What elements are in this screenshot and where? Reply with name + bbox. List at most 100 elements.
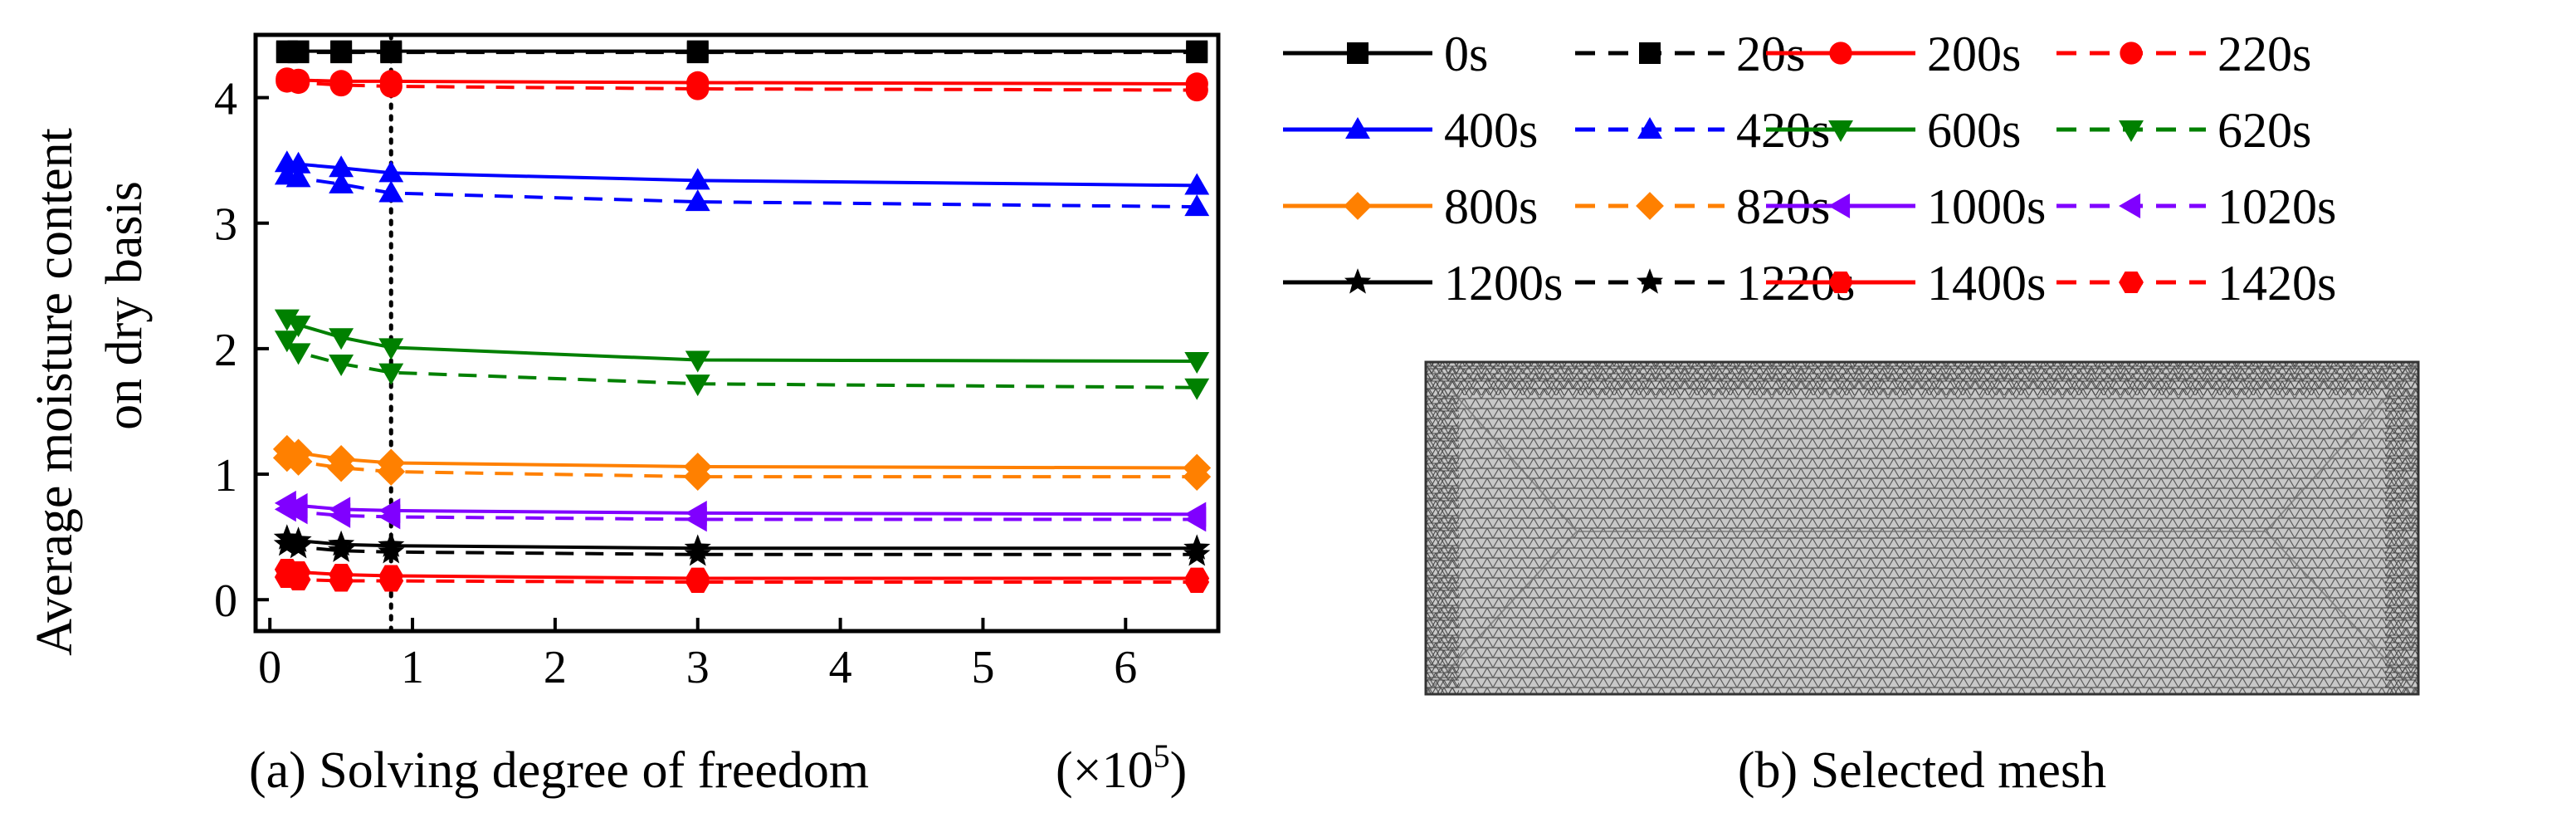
- plot-frame: [253, 32, 1221, 634]
- data-point: [685, 571, 710, 593]
- series-1000s: [274, 490, 1207, 527]
- legend-marker: [1345, 117, 1370, 140]
- legend-item-620s: 620s: [2056, 103, 2311, 158]
- series-line: [285, 316, 1198, 364]
- legend-marker: [2119, 120, 2144, 142]
- legend-label: 1200s: [1444, 256, 1563, 311]
- series-600s: [274, 309, 1210, 374]
- legend-item-220s: 220s: [2056, 27, 2311, 81]
- data-point: [378, 504, 401, 530]
- data-point: [685, 507, 707, 532]
- plot-a: 0 1 2 3 4 5 6 0 1 2 3 4 Average moisture content on d…: [27, 32, 1221, 799]
- x-axis-multiplier-close: ): [1170, 742, 1188, 799]
- data-point: [1186, 42, 1208, 64]
- data-point: [1184, 194, 1210, 217]
- legend-item-1400s: 1400s: [1766, 256, 2046, 311]
- x-tick-label: 3: [686, 642, 710, 693]
- data-point: [1184, 507, 1207, 532]
- legend-marker: [1639, 42, 1661, 64]
- legend-marker: [1828, 272, 1853, 293]
- data-point: [274, 330, 300, 353]
- data-point: [329, 155, 354, 178]
- series-line: [286, 76, 1198, 86]
- mesh-caption: (b) Selected mesh: [1738, 742, 2106, 799]
- legend-marker: [1347, 42, 1368, 64]
- legend-marker: [1829, 42, 1852, 65]
- series-line: [286, 447, 1198, 470]
- legend-marker: [1636, 192, 1664, 220]
- series-line: [286, 567, 1198, 580]
- data-point: [685, 189, 710, 212]
- data-point: [1184, 378, 1210, 400]
- y-tick-label: 2: [214, 325, 237, 376]
- legend-item-0s: 0s: [1283, 27, 1488, 81]
- data-point: [378, 537, 405, 564]
- series-400s: [274, 150, 1210, 195]
- legend-marker: [1828, 120, 1853, 142]
- data-point: [685, 350, 710, 373]
- mesh-zone-lines: [1425, 361, 2419, 695]
- legend-item-600s: 600s: [1766, 103, 2021, 158]
- x-axis-multiplier-exponent: 5: [1154, 737, 1170, 775]
- legend-item-1420s: 1420s: [2056, 256, 2336, 311]
- data-point: [685, 374, 710, 397]
- legend-marker: [1636, 268, 1664, 294]
- legend-label: 220s: [2217, 27, 2311, 81]
- data-point: [274, 309, 300, 331]
- data-point: [329, 73, 353, 97]
- data-point: [285, 532, 312, 559]
- data-point: [285, 499, 308, 525]
- legend-label: 800s: [1444, 179, 1538, 234]
- data-point: [329, 570, 354, 592]
- legend-label: 1420s: [2217, 256, 2336, 311]
- mesh-refined-right: [2385, 362, 2418, 694]
- y-tick-label: 0: [214, 575, 237, 627]
- data-point: [287, 42, 310, 64]
- data-point: [329, 502, 351, 528]
- series-line: [286, 536, 1198, 551]
- legend-label: 400s: [1444, 103, 1538, 158]
- y-tick-label: 1: [214, 450, 237, 502]
- data-point: [1184, 173, 1210, 195]
- data-point: [285, 343, 311, 365]
- data-point: [380, 42, 402, 64]
- legend-label: 1000s: [1927, 179, 2046, 234]
- series-620s: [274, 330, 1210, 400]
- data-point: [329, 171, 354, 193]
- data-point: [1184, 571, 1210, 593]
- legend-marker: [2119, 193, 2141, 218]
- data-point: [1185, 78, 1208, 102]
- data-point: [328, 536, 355, 562]
- legend-marker: [1344, 268, 1372, 294]
- data-point: [274, 497, 296, 522]
- data-point: [1183, 540, 1211, 566]
- legend-label: 200s: [1927, 27, 2021, 81]
- series-1400s: [274, 558, 1210, 590]
- data-point: [285, 151, 311, 174]
- x-axis-caption: (a) Solving degree of freedom: [249, 742, 869, 799]
- data-point: [329, 354, 354, 376]
- legend-item-1000s: 1000s: [1766, 179, 2046, 234]
- legend-item-1200s: 1200s: [1283, 256, 1563, 311]
- data-point: [683, 463, 712, 491]
- legend-item-1020s: 1020s: [2056, 179, 2336, 234]
- data-point: [329, 328, 354, 350]
- legend-marker: [1637, 117, 1662, 140]
- series-line: [286, 161, 1198, 188]
- series-20s: [276, 42, 1208, 64]
- data-point: [285, 165, 311, 188]
- mesh-refined-left: [1426, 362, 1459, 694]
- data-point: [285, 316, 311, 338]
- x-axis-multiplier: (×105): [1056, 737, 1187, 799]
- data-point: [378, 180, 404, 203]
- mesh-refined-border: [1426, 362, 2418, 395]
- data-point: [686, 77, 710, 100]
- x-tick-label: 2: [544, 642, 567, 693]
- series-1220s: [273, 530, 1211, 566]
- legend-label: 1020s: [2217, 179, 2336, 234]
- mesh-frame: [1424, 360, 2420, 696]
- data-point: [684, 540, 711, 566]
- legend-marker: [1828, 193, 1851, 218]
- legend-item-200s: 200s: [1766, 27, 2021, 81]
- y-tick-label: 4: [214, 74, 237, 125]
